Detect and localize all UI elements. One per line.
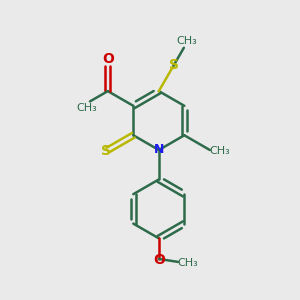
Text: CH₃: CH₃ (176, 36, 197, 46)
Text: S: S (101, 144, 111, 158)
Text: CH₃: CH₃ (76, 103, 97, 113)
Text: N: N (154, 143, 164, 157)
Text: O: O (153, 253, 165, 267)
Text: CH₃: CH₃ (177, 258, 198, 268)
Text: O: O (102, 52, 114, 66)
Text: CH₃: CH₃ (210, 146, 230, 157)
Text: S: S (169, 58, 178, 72)
